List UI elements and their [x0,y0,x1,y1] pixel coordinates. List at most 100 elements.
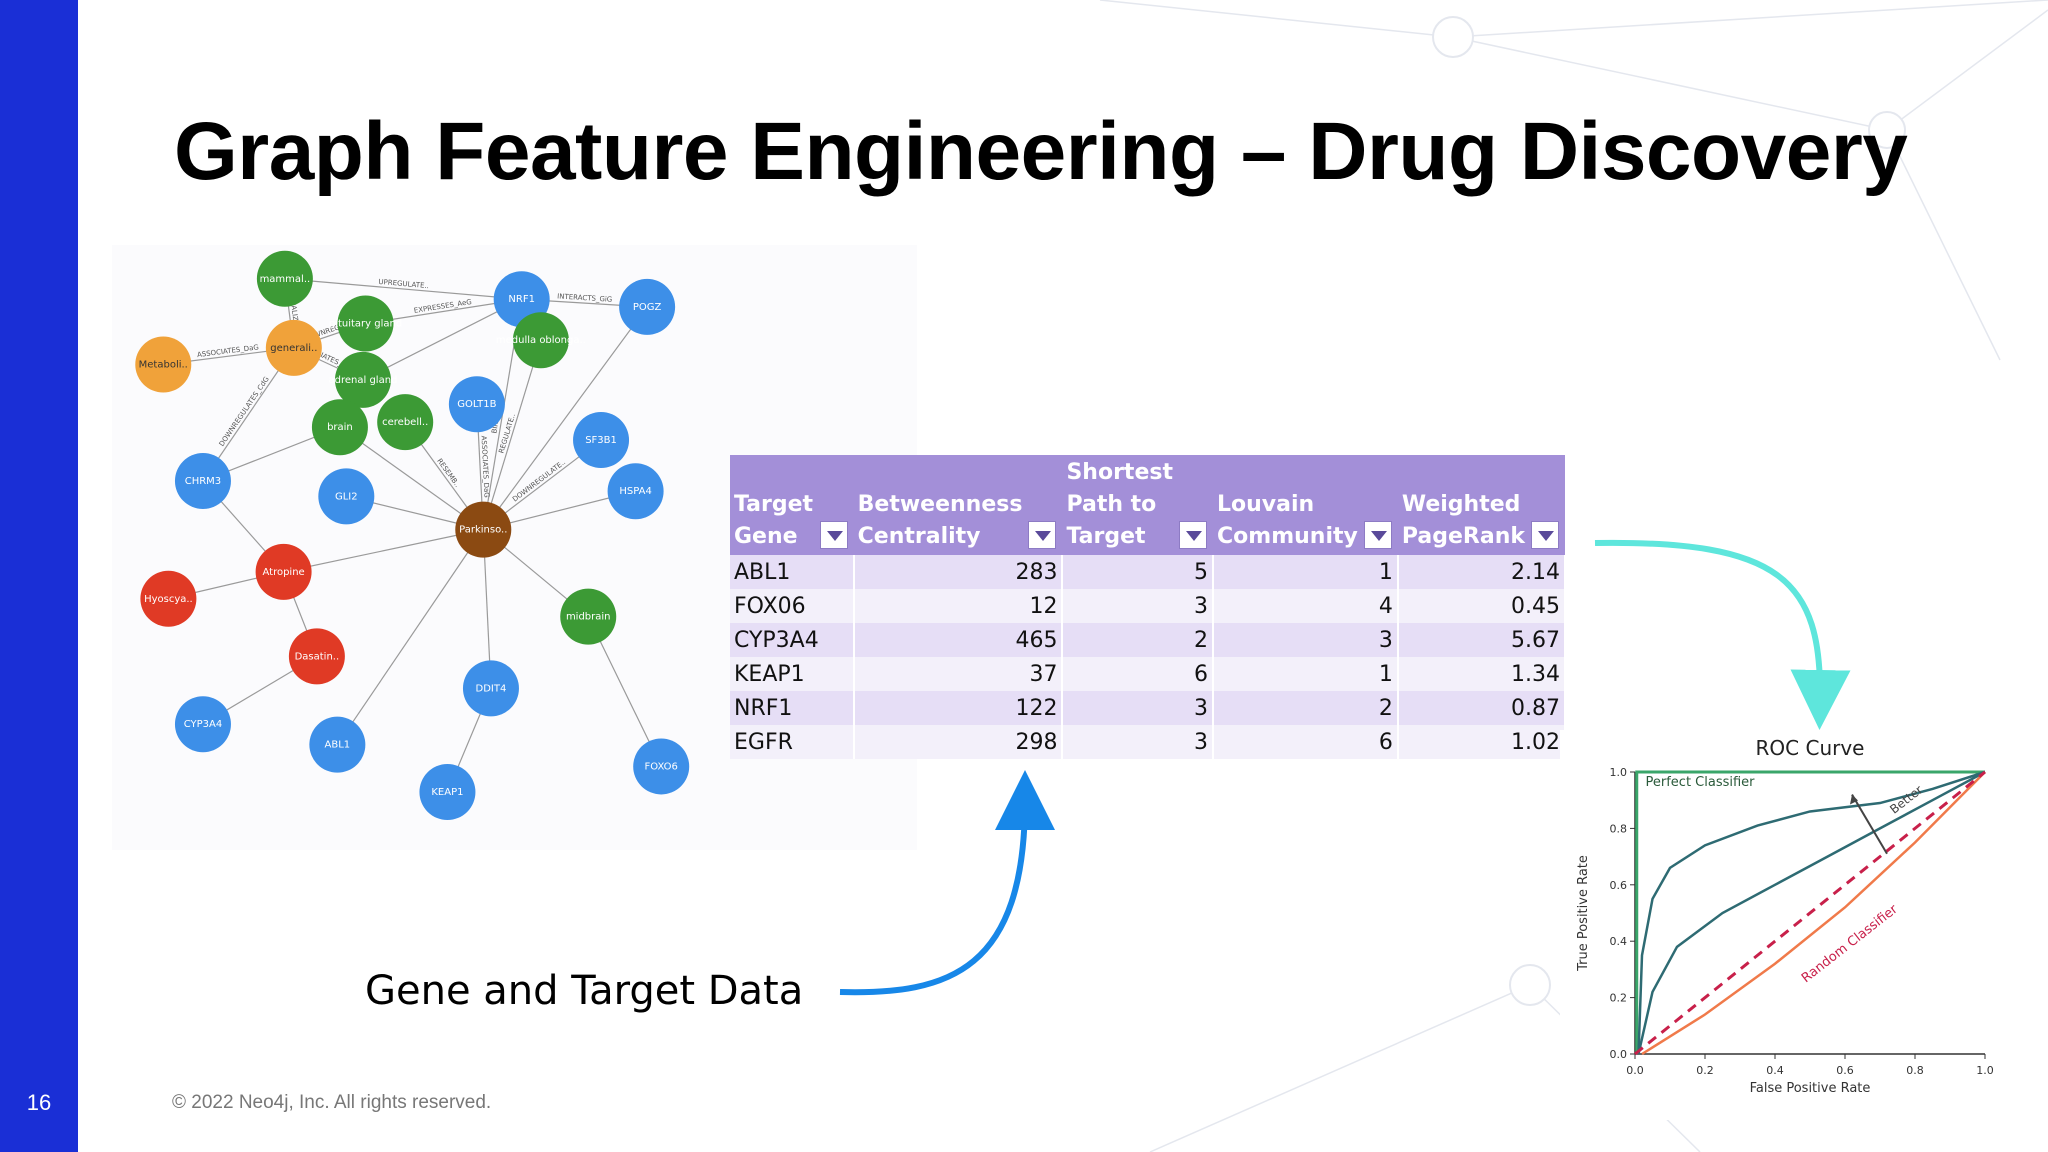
table-cell-betweenness: 12 [853,589,1064,623]
graph-node: ABL1 [309,716,366,773]
table-cell-louvain: 1 [1213,657,1399,691]
roc-better-arrow [1851,794,1888,855]
graph-edge [362,298,522,381]
graph-node-circle [309,716,366,773]
graph-node: cerebell.. [377,394,434,451]
feature-table: Target Gene Betweenness Centrality Shortes… [730,455,1567,759]
roc-curve-medium [1637,770,1986,1055]
graph-node: midbrain [560,588,617,645]
table-cell-pagerank: 5.67 [1397,623,1567,657]
table-cell-shortest: 3 [1062,589,1215,623]
table-cell-gene: NRF1 [730,691,855,725]
graph-edge-label: UPREGULATE.. [378,278,429,290]
graph-edge [336,529,484,746]
graph-node-label: KEAP1 [431,787,463,798]
graph-edge-label: INTERACTS_GiG [557,292,613,303]
graph-node-label: SF3B1 [585,435,617,446]
table-cell-gene: EGFR [730,725,855,759]
roc-y-tick-label: 0.8 [1610,822,1628,835]
graph-node: SF3B1 [573,412,630,469]
roc-y-tick-label: 0.4 [1610,935,1628,948]
graph-edge-label: EXPRESSES_AeG [413,298,472,315]
filter-dropdown-icon[interactable] [819,521,848,549]
graph-edge [482,340,542,530]
table-row: CYP3A4 465 2 3 5.67 [730,623,1567,657]
graph-edge-label: ASSOCIATES_DaG [479,435,490,497]
roc-perfect-label: Perfect Classifier [1646,775,1756,790]
table-cell-pagerank: 1.34 [1397,657,1567,691]
slide-title: Graph Feature Engineering – Drug Discove… [174,106,1908,197]
graph-node: pituitary gland [329,295,402,352]
roc-y-tick-label: 0.2 [1610,992,1628,1005]
table-row: FOX06 12 3 4 0.45 [730,589,1567,623]
graph-node-label: adrenal gland [329,375,398,386]
table-cell-shortest: 5 [1062,555,1215,589]
graph-node-label: DDIT4 [476,683,507,694]
table-cell-louvain: 4 [1213,589,1399,623]
knowledge-graph: INTERACTS_GiG EXPRESSES_AeG UPREGULATE.. AS… [135,250,690,821]
sidebar-bar [0,0,78,1152]
graph-node-label: NRF1 [508,294,535,305]
table-header-label: Weighted PageRank [1401,492,1525,549]
graph-node: DDIT4 [462,660,519,717]
table-cell-shortest: 6 [1062,657,1215,691]
graph-edge [339,426,484,531]
graph-node: CHRM3 [174,453,231,509]
filter-dropdown-icon[interactable] [1531,521,1559,549]
table-cell-shortest: 3 [1062,725,1215,759]
graph-node-circle [512,312,569,369]
table-cell-betweenness: 37 [853,657,1064,691]
table-row: KEAP1 37 6 1 1.34 [730,657,1567,691]
graph-node-label: GOLT1B [457,399,496,410]
filter-dropdown-icon[interactable] [1179,521,1208,549]
graph-node-circle [334,351,391,408]
roc-x-tick-label: 0.2 [1696,1064,1714,1077]
graph-node: mammal.. [256,250,313,307]
filter-dropdown-icon[interactable] [1363,521,1392,549]
table-cell-betweenness: 465 [853,623,1064,657]
graph-node-label: mammal.. [260,274,311,285]
graph-node: KEAP1 [419,764,476,821]
roc-y-tick-label: 0.6 [1610,879,1628,892]
graph-node-circle [419,764,476,821]
graph-edge [283,529,484,573]
graph-node-circle [377,394,434,451]
roc-better-arrowhead [1850,794,1858,805]
table-cell-gene: KEAP1 [730,657,855,691]
filter-dropdown-icon[interactable] [1028,521,1057,549]
roc-chart-panel: ROC Curve 0.0 0.0 0.2 0.2 0.4 0.4 0.6 0.6 0.8 0.8 1… [1560,730,2040,1120]
graph-node-circle [337,295,394,352]
table-cell-pagerank: 0.87 [1397,691,1567,725]
graph-node: adrenal gland [329,351,398,408]
graph-node-circle [633,738,690,795]
graph-node-label: Metaboli.. [139,360,188,371]
graph-node-circle [455,501,512,558]
table-header-cell: Shortest Path to Target [1062,455,1214,555]
graph-node: Hyoscya.. [140,570,197,627]
graph-node-circle [256,250,313,307]
roc-y-axis-label: True Positive Rate [1576,855,1591,972]
graph-node-circle [573,412,630,469]
roc-x-tick-label: 1.0 [1976,1064,1994,1077]
graph-node-label: Hyoscya.. [144,594,193,605]
table-cell-betweenness: 122 [853,691,1064,725]
table-cell-louvain: 2 [1213,691,1399,725]
graph-node: medulla oblonga.. [496,312,586,369]
table-header-cell: Weighted PageRank [1397,455,1565,555]
copyright-footer: © 2022 Neo4j, Inc. All rights reserved. [172,1092,492,1113]
graph-edge-label: DOWNREGULATES_CdG [218,375,271,448]
graph-node-circle [140,570,197,627]
graph-node: brain [311,399,368,456]
graph-node-label: generali.. [270,343,317,354]
table-header-cell: Betweenness Centrality [853,455,1063,555]
table-header-cell: Target Gene [730,455,854,555]
graph-node-label: medulla oblonga.. [496,335,586,346]
roc-curve-weak [1641,771,1986,1056]
graph-node-label: cerebell.. [382,417,428,428]
graph-node: Atropine [255,543,312,600]
roc-curve-strong [1637,770,1986,1055]
graph-node-label: GLI2 [335,491,358,502]
graph-node-circle [265,319,322,376]
table-cell-gene: FOX06 [730,589,855,623]
graph-node: HSPA4 [607,463,664,520]
